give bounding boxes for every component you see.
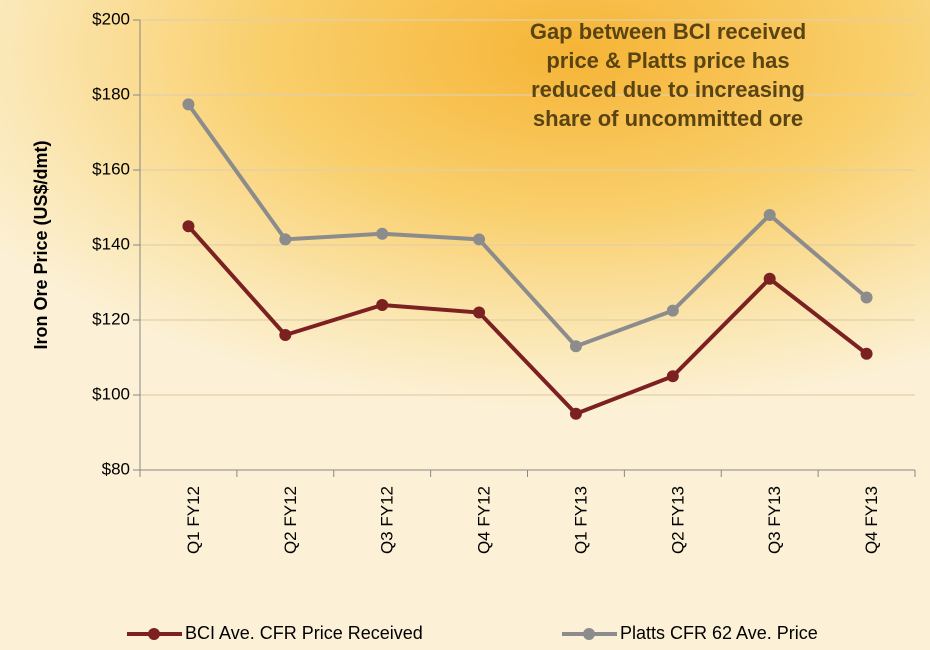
data-point <box>182 98 195 111</box>
y-tick-label: $200 <box>92 9 130 28</box>
legend-marker <box>148 628 160 640</box>
series-line <box>186 224 868 417</box>
y-axis-label: Iron Ore Price (US$/dmt) <box>31 140 51 349</box>
data-point <box>569 340 582 353</box>
x-tick-label: Q4 FY13 <box>862 486 881 554</box>
legend-label: Platts CFR 62 Ave. Price <box>620 623 818 643</box>
y-tick-label: $160 <box>92 159 130 178</box>
y-tick-label: $120 <box>92 309 130 328</box>
x-tick-label: Q3 FY13 <box>765 486 784 554</box>
x-tick-label: Q4 FY12 <box>475 486 494 554</box>
y-tick-label: $140 <box>92 234 130 253</box>
annotation: Gap between BCI received <box>530 19 806 44</box>
data-point <box>666 370 679 383</box>
legend-marker <box>583 628 595 640</box>
data-point <box>182 220 195 233</box>
y-tick-label: $180 <box>92 84 130 103</box>
annotation: reduced due to increasing <box>531 77 805 102</box>
x-tick-label: Q1 FY13 <box>571 486 590 554</box>
data-point <box>376 227 389 240</box>
data-point <box>860 347 873 360</box>
x-tick-label: Q2 FY12 <box>281 486 300 554</box>
data-point <box>569 407 582 420</box>
x-tick-label: Q1 FY12 <box>184 486 203 554</box>
data-point <box>763 272 776 285</box>
data-point <box>473 233 486 246</box>
data-point <box>473 306 486 319</box>
annotation: share of uncommitted ore <box>533 106 803 131</box>
data-point <box>376 299 389 311</box>
annotation: price & Platts price has <box>546 48 789 73</box>
series-line <box>186 103 868 349</box>
x-tick-label: Q2 FY13 <box>668 486 687 554</box>
legend-label: BCI Ave. CFR Price Received <box>185 623 423 643</box>
data-point <box>279 329 292 341</box>
data-point <box>666 304 679 317</box>
y-tick-label: $80 <box>102 459 130 478</box>
y-tick-label: $100 <box>92 384 130 403</box>
data-point <box>860 291 873 304</box>
data-point <box>279 233 292 246</box>
x-tick-label: Q3 FY12 <box>378 486 397 554</box>
data-point <box>763 209 776 221</box>
